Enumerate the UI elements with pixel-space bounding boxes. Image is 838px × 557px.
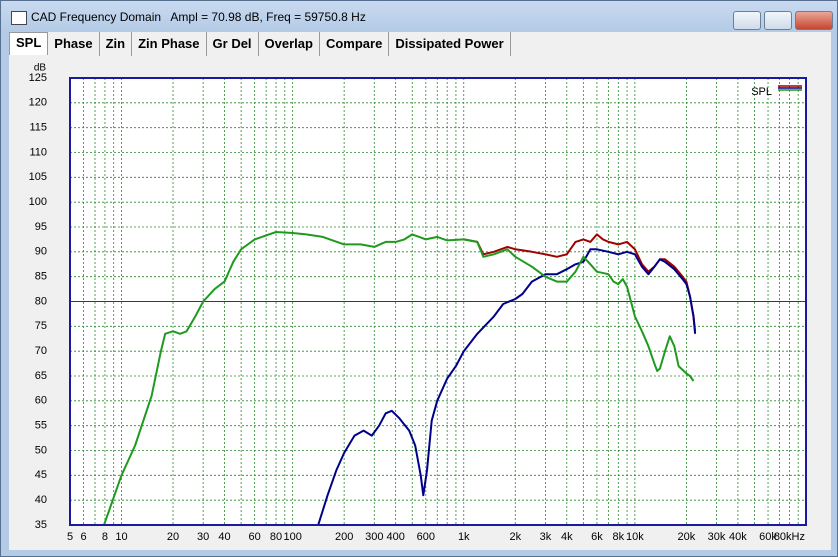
x-tick-label: 1k — [458, 531, 470, 543]
x-tick-label: 20 — [167, 531, 179, 543]
x-tick-label: 30k — [708, 531, 726, 543]
x-tick-label: 40 — [218, 531, 230, 543]
y-tick-label: 80 — [35, 295, 47, 307]
plot-border — [69, 77, 807, 526]
series-line — [103, 231, 695, 525]
y-tick-label: 55 — [35, 420, 47, 432]
y-tick-label: 95 — [35, 221, 47, 233]
tab[interactable]: Zin — [100, 32, 133, 56]
series-line — [317, 248, 697, 525]
y-tick-label: 60 — [35, 395, 47, 407]
tab-bar: SPL Phase Zin Zin Phase Gr Del Overlap Compare… — [9, 32, 831, 56]
x-tick-label: 60k — [759, 531, 777, 543]
tab[interactable]: Compare — [320, 32, 390, 56]
x-tick-label: 10k — [626, 531, 644, 543]
y-tick-label: 125 — [29, 72, 47, 84]
x-tick-label: 100 — [283, 531, 301, 543]
tab[interactable]: SPL — [9, 32, 49, 55]
close-button[interactable] — [795, 11, 833, 30]
y-tick-label: 50 — [35, 444, 47, 456]
x-tick-label: 5 — [67, 531, 73, 543]
x-tick-label: 2k — [509, 531, 521, 543]
maximize-button[interactable] — [764, 11, 792, 30]
x-tick-label: 40k — [729, 531, 747, 543]
y-tick-label: 120 — [29, 97, 47, 109]
window-title: CAD Frequency Domain Ampl = 70.98 dB, Fr… — [31, 10, 366, 24]
minimize-button[interactable] — [733, 11, 761, 30]
tab[interactable]: Overlap — [259, 32, 320, 56]
x-tick-label: 300 — [365, 531, 383, 543]
y-tick-label: 75 — [35, 320, 47, 332]
x-tick-label: 600 — [417, 531, 435, 543]
x-tick-label: 80kHz — [774, 531, 805, 543]
series-line — [463, 233, 697, 332]
tab[interactable]: Gr Del — [207, 32, 259, 56]
legend-label: SPL — [751, 86, 772, 98]
x-tick-label: 400 — [386, 531, 404, 543]
x-tick-label: 30 — [197, 531, 209, 543]
x-tick-label: 3k — [540, 531, 552, 543]
y-tick-label: 110 — [29, 146, 47, 158]
y-tick-label: 90 — [35, 246, 47, 258]
y-tick-label: 70 — [35, 345, 47, 357]
tab[interactable]: Dissipated Power — [389, 32, 511, 56]
tab[interactable]: Zin Phase — [132, 32, 207, 56]
x-tick-label: 4k — [561, 531, 573, 543]
x-tick-label: 8 — [102, 531, 108, 543]
x-tick-label: 8k — [612, 531, 624, 543]
x-tick-label: 6 — [80, 531, 86, 543]
y-tick-label: 65 — [35, 370, 47, 382]
y-tick-label: 100 — [29, 196, 47, 208]
y-tick-label: 40 — [35, 494, 47, 506]
y-tick-label: 85 — [35, 271, 47, 283]
y-tick-label: 45 — [35, 469, 47, 481]
y-unit-label: dB — [34, 63, 47, 74]
x-tick-label: 20k — [678, 531, 696, 543]
y-tick-label: 35 — [35, 519, 47, 531]
x-tick-label: 10 — [115, 531, 127, 543]
tab[interactable]: Phase — [48, 32, 100, 56]
y-tick-label: 115 — [29, 122, 47, 134]
x-tick-label: 200 — [335, 531, 353, 543]
y-tick-label: 105 — [29, 171, 47, 183]
x-tick-label: 60 — [249, 531, 261, 543]
app-icon — [11, 11, 27, 25]
x-tick-label: 6k — [591, 531, 603, 543]
x-tick-label: 80 — [270, 531, 282, 543]
